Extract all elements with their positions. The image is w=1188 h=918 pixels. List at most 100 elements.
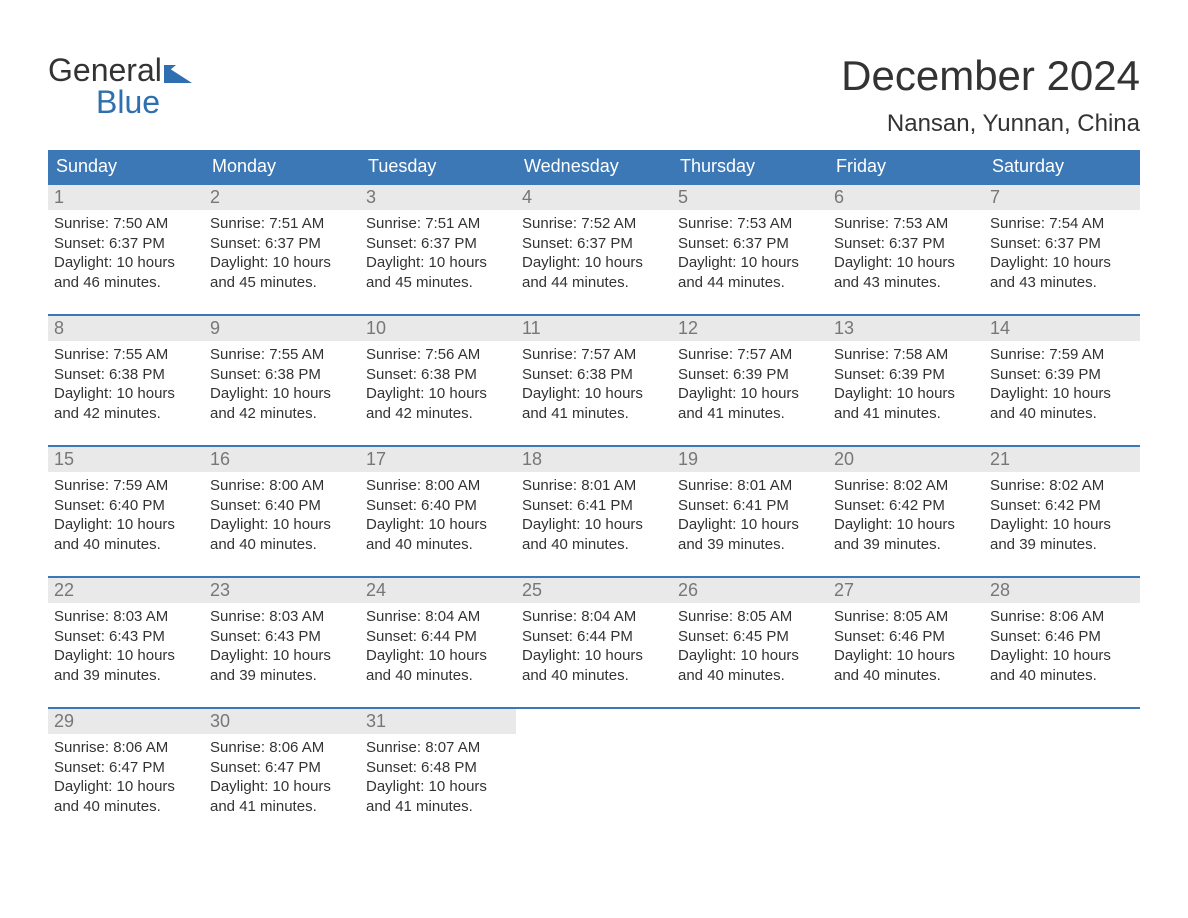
day-cell: 25Sunrise: 8:04 AMSunset: 6:44 PMDayligh… bbox=[516, 578, 672, 693]
day-cell: 21Sunrise: 8:02 AMSunset: 6:42 PMDayligh… bbox=[984, 447, 1140, 562]
day-header-wednesday: Wednesday bbox=[516, 150, 672, 183]
daylight-text: Daylight: 10 hours and 40 minutes. bbox=[990, 646, 1134, 685]
week-row: 22Sunrise: 8:03 AMSunset: 6:43 PMDayligh… bbox=[48, 576, 1140, 693]
day-cell: 27Sunrise: 8:05 AMSunset: 6:46 PMDayligh… bbox=[828, 578, 984, 693]
sunrise-text: Sunrise: 7:51 AM bbox=[366, 214, 510, 234]
day-number: 2 bbox=[204, 185, 360, 210]
day-number: 11 bbox=[516, 316, 672, 341]
day-cell: 14Sunrise: 7:59 AMSunset: 6:39 PMDayligh… bbox=[984, 316, 1140, 431]
day-body: Sunrise: 8:01 AMSunset: 6:41 PMDaylight:… bbox=[672, 472, 828, 562]
sunrise-text: Sunrise: 7:58 AM bbox=[834, 345, 978, 365]
sunrise-text: Sunrise: 7:56 AM bbox=[366, 345, 510, 365]
sunrise-text: Sunrise: 8:04 AM bbox=[522, 607, 666, 627]
day-cell: 20Sunrise: 8:02 AMSunset: 6:42 PMDayligh… bbox=[828, 447, 984, 562]
day-body: Sunrise: 7:54 AMSunset: 6:37 PMDaylight:… bbox=[984, 210, 1140, 300]
sunset-text: Sunset: 6:40 PM bbox=[210, 496, 354, 516]
sunrise-text: Sunrise: 7:51 AM bbox=[210, 214, 354, 234]
day-body: Sunrise: 7:51 AMSunset: 6:37 PMDaylight:… bbox=[360, 210, 516, 300]
day-number: 30 bbox=[204, 709, 360, 734]
sunset-text: Sunset: 6:42 PM bbox=[834, 496, 978, 516]
sunrise-text: Sunrise: 8:05 AM bbox=[678, 607, 822, 627]
sunrise-text: Sunrise: 7:55 AM bbox=[210, 345, 354, 365]
header: General Blue December 2024 Nansan, Yunna… bbox=[48, 20, 1140, 138]
sunrise-text: Sunrise: 7:53 AM bbox=[834, 214, 978, 234]
day-number: 14 bbox=[984, 316, 1140, 341]
daylight-text: Daylight: 10 hours and 40 minutes. bbox=[678, 646, 822, 685]
day-body: Sunrise: 7:56 AMSunset: 6:38 PMDaylight:… bbox=[360, 341, 516, 431]
day-body: Sunrise: 8:07 AMSunset: 6:48 PMDaylight:… bbox=[360, 734, 516, 824]
sunset-text: Sunset: 6:47 PM bbox=[54, 758, 198, 778]
daylight-text: Daylight: 10 hours and 40 minutes. bbox=[522, 515, 666, 554]
logo-row1: General bbox=[48, 54, 192, 86]
sunrise-text: Sunrise: 8:01 AM bbox=[522, 476, 666, 496]
sunset-text: Sunset: 6:48 PM bbox=[366, 758, 510, 778]
day-cell: 8Sunrise: 7:55 AMSunset: 6:38 PMDaylight… bbox=[48, 316, 204, 431]
day-cell: 2Sunrise: 7:51 AMSunset: 6:37 PMDaylight… bbox=[204, 185, 360, 300]
sunrise-text: Sunrise: 8:01 AM bbox=[678, 476, 822, 496]
sunrise-text: Sunrise: 8:03 AM bbox=[210, 607, 354, 627]
day-cell: 24Sunrise: 8:04 AMSunset: 6:44 PMDayligh… bbox=[360, 578, 516, 693]
daylight-text: Daylight: 10 hours and 42 minutes. bbox=[54, 384, 198, 423]
day-body: Sunrise: 7:51 AMSunset: 6:37 PMDaylight:… bbox=[204, 210, 360, 300]
daylight-text: Daylight: 10 hours and 41 minutes. bbox=[366, 777, 510, 816]
day-number: 12 bbox=[672, 316, 828, 341]
sunset-text: Sunset: 6:42 PM bbox=[990, 496, 1134, 516]
daylight-text: Daylight: 10 hours and 39 minutes. bbox=[990, 515, 1134, 554]
sunrise-text: Sunrise: 7:59 AM bbox=[54, 476, 198, 496]
day-number: 23 bbox=[204, 578, 360, 603]
day-number bbox=[516, 709, 672, 713]
day-cell: 12Sunrise: 7:57 AMSunset: 6:39 PMDayligh… bbox=[672, 316, 828, 431]
day-cell: 9Sunrise: 7:55 AMSunset: 6:38 PMDaylight… bbox=[204, 316, 360, 431]
day-number: 19 bbox=[672, 447, 828, 472]
sunset-text: Sunset: 6:47 PM bbox=[210, 758, 354, 778]
day-body: Sunrise: 8:06 AMSunset: 6:47 PMDaylight:… bbox=[48, 734, 204, 824]
day-number: 5 bbox=[672, 185, 828, 210]
day-header-saturday: Saturday bbox=[984, 150, 1140, 183]
day-number: 26 bbox=[672, 578, 828, 603]
day-number: 1 bbox=[48, 185, 204, 210]
day-cell: 26Sunrise: 8:05 AMSunset: 6:45 PMDayligh… bbox=[672, 578, 828, 693]
sunrise-text: Sunrise: 7:57 AM bbox=[522, 345, 666, 365]
day-number bbox=[828, 709, 984, 713]
daylight-text: Daylight: 10 hours and 39 minutes. bbox=[210, 646, 354, 685]
day-number: 13 bbox=[828, 316, 984, 341]
day-cell: 30Sunrise: 8:06 AMSunset: 6:47 PMDayligh… bbox=[204, 709, 360, 824]
day-body: Sunrise: 7:50 AMSunset: 6:37 PMDaylight:… bbox=[48, 210, 204, 300]
day-body: Sunrise: 7:53 AMSunset: 6:37 PMDaylight:… bbox=[672, 210, 828, 300]
day-cell: 4Sunrise: 7:52 AMSunset: 6:37 PMDaylight… bbox=[516, 185, 672, 300]
day-body: Sunrise: 8:02 AMSunset: 6:42 PMDaylight:… bbox=[828, 472, 984, 562]
day-number: 20 bbox=[828, 447, 984, 472]
daylight-text: Daylight: 10 hours and 39 minutes. bbox=[678, 515, 822, 554]
day-number bbox=[984, 709, 1140, 713]
day-number: 10 bbox=[360, 316, 516, 341]
day-number: 18 bbox=[516, 447, 672, 472]
sunset-text: Sunset: 6:46 PM bbox=[990, 627, 1134, 647]
day-cell: 18Sunrise: 8:01 AMSunset: 6:41 PMDayligh… bbox=[516, 447, 672, 562]
sunrise-text: Sunrise: 8:05 AM bbox=[834, 607, 978, 627]
sunrise-text: Sunrise: 8:06 AM bbox=[210, 738, 354, 758]
day-header-monday: Monday bbox=[204, 150, 360, 183]
day-number: 28 bbox=[984, 578, 1140, 603]
day-number: 15 bbox=[48, 447, 204, 472]
daylight-text: Daylight: 10 hours and 40 minutes. bbox=[990, 384, 1134, 423]
sunrise-text: Sunrise: 8:03 AM bbox=[54, 607, 198, 627]
sunrise-text: Sunrise: 7:52 AM bbox=[522, 214, 666, 234]
sunrise-text: Sunrise: 8:06 AM bbox=[54, 738, 198, 758]
day-number: 7 bbox=[984, 185, 1140, 210]
daylight-text: Daylight: 10 hours and 43 minutes. bbox=[990, 253, 1134, 292]
weeks-container: 1Sunrise: 7:50 AMSunset: 6:37 PMDaylight… bbox=[48, 183, 1140, 824]
day-number: 6 bbox=[828, 185, 984, 210]
day-number: 4 bbox=[516, 185, 672, 210]
sunset-text: Sunset: 6:44 PM bbox=[522, 627, 666, 647]
day-body: Sunrise: 7:55 AMSunset: 6:38 PMDaylight:… bbox=[204, 341, 360, 431]
sunrise-text: Sunrise: 7:50 AM bbox=[54, 214, 198, 234]
day-body: Sunrise: 8:03 AMSunset: 6:43 PMDaylight:… bbox=[48, 603, 204, 693]
day-body: Sunrise: 8:06 AMSunset: 6:47 PMDaylight:… bbox=[204, 734, 360, 824]
daylight-text: Daylight: 10 hours and 42 minutes. bbox=[210, 384, 354, 423]
day-cell: 5Sunrise: 7:53 AMSunset: 6:37 PMDaylight… bbox=[672, 185, 828, 300]
day-cell: 29Sunrise: 8:06 AMSunset: 6:47 PMDayligh… bbox=[48, 709, 204, 824]
sunset-text: Sunset: 6:43 PM bbox=[54, 627, 198, 647]
day-cell bbox=[984, 709, 1140, 824]
day-header-friday: Friday bbox=[828, 150, 984, 183]
day-cell: 23Sunrise: 8:03 AMSunset: 6:43 PMDayligh… bbox=[204, 578, 360, 693]
